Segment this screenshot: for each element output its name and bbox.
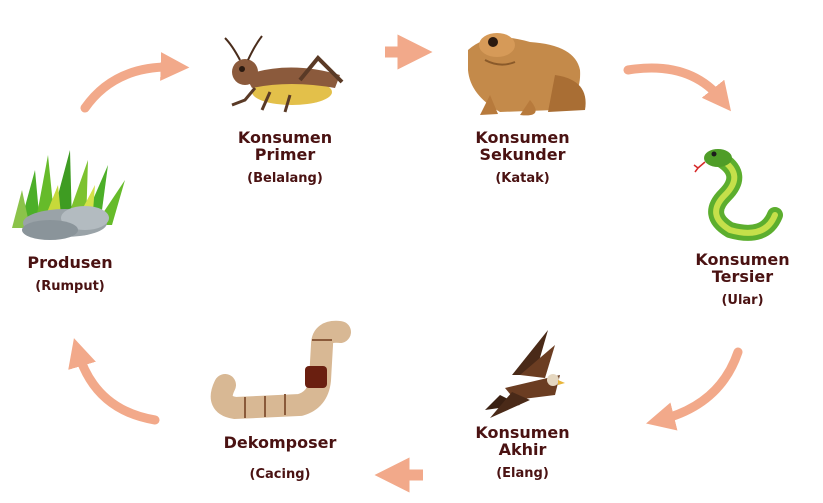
decomposer-label: Dekomposer (Cacing)	[223, 433, 337, 482]
arrow-producer-to-primary	[80, 52, 190, 113]
primary-consumer-label: Konsumen Primer (Belalang)	[237, 128, 333, 186]
eagle-icon	[485, 330, 565, 418]
arrow-tertiary-to-apex	[646, 347, 743, 431]
secondary-consumer-label: Konsumen Sekunder (Katak)	[475, 128, 570, 186]
grasshopper-icon	[224, 35, 344, 113]
arrow-decomposer-to-producer	[68, 338, 160, 425]
arrow-secondary-to-tertiary	[623, 63, 732, 112]
apex-consumer-label: Konsumen Akhir (Elang)	[475, 423, 570, 481]
producer-label: Produsen (Rumput)	[27, 253, 113, 294]
snake-icon	[693, 149, 783, 241]
frog-icon	[468, 33, 586, 116]
grass-icon	[12, 150, 125, 240]
worm-icon	[210, 320, 351, 420]
tertiary-consumer-label: Konsumen Tersier (Ular)	[695, 250, 790, 308]
